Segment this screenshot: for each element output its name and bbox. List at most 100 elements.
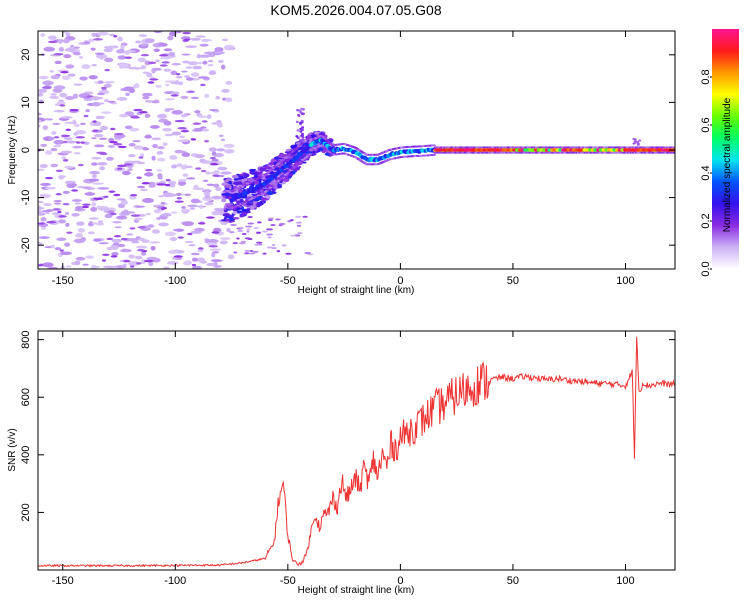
heatmap-cell: [217, 123, 223, 128]
y-tick-label: 20: [20, 49, 32, 61]
heatmap-cell: [115, 215, 128, 220]
heatmap-cell: [59, 104, 66, 107]
heatmap-cell: [161, 207, 166, 210]
heatmap-cell: [74, 260, 81, 266]
heatmap-cell: [201, 38, 209, 43]
heatmap-cell: [117, 164, 127, 167]
heatmap-cell: [216, 148, 225, 152]
heatmap-cell: [271, 188, 276, 192]
heatmap-cell: [232, 242, 239, 245]
heatmap-cell: [83, 41, 91, 44]
heatmap-cell: [278, 154, 285, 159]
heatmap-cell: [53, 208, 60, 211]
heatmap-cell: [176, 72, 181, 76]
heatmap-cell: [239, 214, 244, 218]
heatmap-cell: [190, 252, 200, 256]
heatmap-cell: [65, 265, 72, 268]
heatmap-cell: [59, 249, 64, 252]
heatmap-cell: [75, 233, 84, 238]
heatmap-cell: [134, 255, 143, 260]
heatmap-cell: [159, 64, 168, 67]
heatmap-cell: [228, 145, 234, 148]
heatmap-cell: [151, 155, 156, 161]
heatmap-cell: [116, 167, 123, 170]
heatmap-cell: [50, 75, 60, 80]
heatmap-cell: [148, 183, 156, 188]
heatmap-cell: [168, 249, 178, 254]
heatmap-cell: [81, 64, 91, 70]
heatmap-cell: [132, 140, 141, 143]
heatmap-cell: [104, 68, 110, 72]
heatmap-cell: [128, 254, 135, 259]
heatmap-cell: [212, 251, 220, 254]
heatmap-cell: [284, 151, 290, 154]
heatmap-cell: [141, 92, 153, 97]
heatmap-cell: [171, 131, 182, 136]
colorbar-tick-label: 0.6: [700, 117, 712, 132]
heatmap-cell: [156, 183, 166, 186]
heatmap-cell: [197, 247, 204, 250]
heatmap-cell: [193, 127, 204, 132]
heatmap-cell: [180, 208, 191, 213]
heatmap-cell: [266, 228, 273, 231]
colorbar-ticks: 0.0 0.2 0.4 0.6 0.8: [700, 69, 712, 277]
heatmap-cell: [49, 95, 60, 100]
colorbar-gradient: [712, 29, 739, 269]
heatmap-cell: [156, 217, 161, 220]
heatmap-cell: [71, 189, 79, 192]
heatmap-cell: [192, 187, 205, 190]
heatmap-cell: [254, 180, 260, 185]
heatmap-cell: [190, 72, 200, 77]
heatmap-cell: [174, 200, 184, 203]
heatmap-cell: [208, 245, 218, 248]
heatmap-cell: [197, 76, 210, 79]
heatmap-cell: [45, 209, 55, 212]
heatmap-cell: [71, 199, 83, 202]
heatmap-cell: [202, 128, 209, 132]
heatmap-cell: [69, 108, 79, 112]
heatmap-cell: [206, 53, 216, 58]
heatmap-cell: [90, 206, 98, 212]
heatmap-cell: [93, 197, 103, 200]
heatmap-cell: [179, 135, 186, 139]
heatmap-cell: [243, 173, 250, 178]
heatmap-cell: [246, 228, 251, 231]
heatmap-cell: [213, 207, 226, 211]
heatmap-cell: [196, 53, 201, 59]
heatmap-cell: [117, 36, 123, 42]
heatmap-cell: [196, 257, 206, 263]
heatmap-cell: [275, 157, 280, 160]
heatmap-cell: [188, 244, 196, 247]
heatmap-cell: [185, 45, 198, 49]
heatmap-cell: [233, 251, 238, 254]
heatmap-cell: [180, 129, 190, 133]
heatmap-cell: [121, 237, 128, 241]
heatmap-cell: [48, 40, 58, 44]
heatmap-cell: [184, 193, 191, 197]
heatmap-cell: [217, 166, 228, 171]
heatmap-cell: [177, 139, 189, 143]
heatmap-cell: [117, 145, 127, 149]
heatmap-cell: [77, 163, 84, 167]
heatmap-cell: [131, 241, 140, 244]
heatmap-cell: [72, 51, 81, 56]
heatmap-cell: [113, 235, 122, 238]
heatmap-cell: [176, 163, 183, 168]
heatmap-cell: [82, 203, 91, 206]
heatmap-cell: [62, 190, 70, 195]
heatmap-cell: [199, 158, 206, 163]
heatmap-cell: [100, 86, 107, 90]
heatmap-cell: [304, 252, 312, 255]
heatmap-cell: [256, 221, 262, 224]
heatmap-cell: [136, 262, 142, 265]
heatmap-cell: [266, 246, 273, 249]
heatmap-cell: [206, 216, 215, 219]
heatmap-cell: [40, 143, 47, 147]
heatmap-cell: [69, 183, 77, 187]
heatmap-cell: [118, 63, 130, 68]
heatmap-cell: [123, 50, 130, 55]
heatmap-cell: [223, 217, 227, 220]
heatmap-cell: [129, 127, 140, 132]
heatmap-cell: [97, 187, 110, 190]
heatmap-cell: [255, 196, 262, 201]
